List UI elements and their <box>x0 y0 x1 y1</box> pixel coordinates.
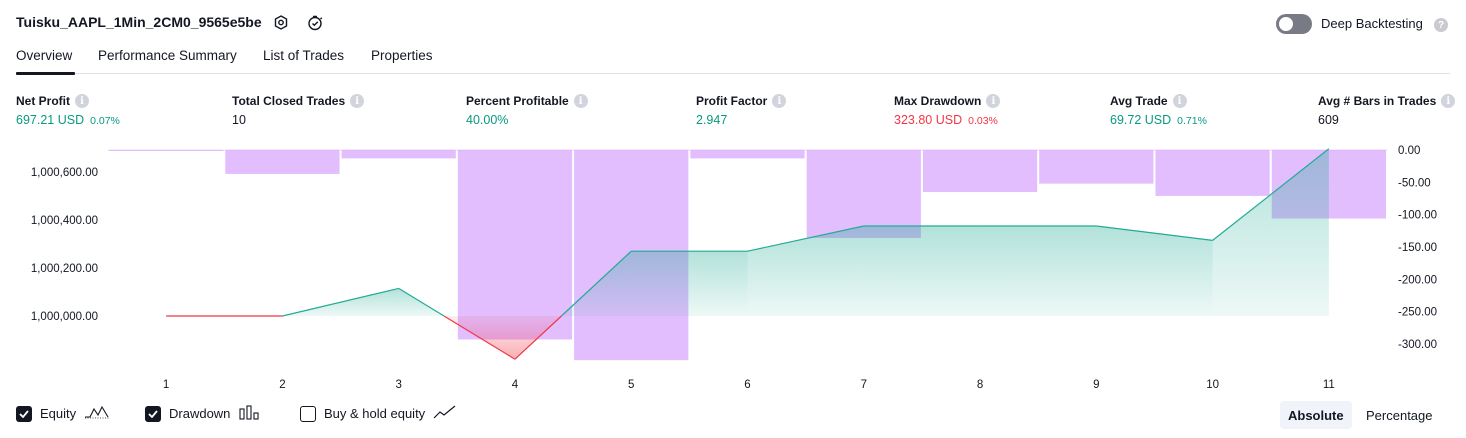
equity-area-positive <box>1096 226 1213 316</box>
strategy-title: Tuisku_AAPL_1Min_2CM0_9565e5be <box>16 14 262 30</box>
info-icon[interactable]: i <box>772 94 787 108</box>
equity-line-segment <box>747 225 864 252</box>
equity-line-segment <box>514 315 562 360</box>
left-axis-tick-label: 1,000,000.00 <box>31 311 98 323</box>
drawdown-bar <box>806 150 921 238</box>
metric-avg-trade-label: Avg Trade i <box>1110 94 1187 108</box>
metric-avg-bars-value: 609 <box>1318 113 1339 127</box>
equity-label: Equity <box>40 406 77 421</box>
help-icon[interactable]: ? <box>1434 18 1448 32</box>
equity-line-segment <box>561 250 632 317</box>
equity-area-positive <box>631 251 748 316</box>
x-axis-tick-label: 9 <box>1093 379 1099 391</box>
right-axis-tick-label: -200.00 <box>1398 274 1437 286</box>
x-axis-tick-label: 3 <box>395 379 401 391</box>
drawdown-bar <box>341 150 456 159</box>
x-axis-tick-label: 1 <box>163 379 169 391</box>
x-axis-tick-label: 2 <box>279 379 285 391</box>
right-axis-tick-label: -250.00 <box>1398 307 1437 319</box>
x-axis-tick-label: 8 <box>977 379 983 391</box>
drawdown-bar <box>690 150 805 159</box>
buy-hold-line-icon <box>433 404 457 423</box>
left-axis-tick-label: 1,000,200.00 <box>31 263 98 275</box>
equity-area-positive <box>980 226 1097 316</box>
drawdown-bar <box>109 150 224 151</box>
right-axis-tick-label: -300.00 <box>1398 339 1437 351</box>
metric-max-drawdown-label: Max Drawdown i <box>894 94 1001 108</box>
metric-avg-trade-value: 69.72 USD 0.71% <box>1110 113 1207 127</box>
metric-net-profit-value: 697.21 USD 0.07% <box>16 113 120 127</box>
drawdown-bar <box>225 150 340 174</box>
x-axis-tick-label: 4 <box>512 379 519 391</box>
x-axis-tick-label: 7 <box>861 379 867 391</box>
metric-max-drawdown-value: 323.80 USD 0.03% <box>894 113 998 127</box>
info-icon[interactable]: i <box>573 94 588 108</box>
drawdown-bar <box>457 150 573 340</box>
legend-equity[interactable]: Equity <box>16 404 110 423</box>
metric-net-profit-label: Net Profit i <box>16 94 89 108</box>
metric-percent-profitable-label: Percent Profitable i <box>466 94 588 108</box>
equity-line-segment <box>398 287 445 317</box>
drawdown-bar <box>1039 150 1154 184</box>
equity-line-segment <box>282 287 399 317</box>
metric-total-closed-trades-label: Total Closed Trades i <box>232 94 365 108</box>
tab-performance-summary[interactable]: Performance Summary <box>98 48 237 63</box>
equity-area-positive <box>1212 148 1329 316</box>
tab-list-of-trades[interactable]: List of Trades <box>263 48 345 63</box>
deep-backtesting-toggle[interactable] <box>1276 14 1312 34</box>
tabs-divider <box>16 73 1450 74</box>
x-axis-tick-label: 6 <box>744 379 750 391</box>
drawdown-checkbox[interactable] <box>145 405 161 422</box>
percentage-button[interactable]: Percentage <box>1366 407 1433 423</box>
buy-hold-label: Buy & hold equity <box>324 406 426 421</box>
deep-backtesting-label: Deep Backtesting <box>1321 16 1423 31</box>
metric-avg-bars-label: Avg # Bars in Trades i <box>1318 94 1456 108</box>
info-icon[interactable]: i <box>1172 94 1187 108</box>
legend-buy-hold[interactable]: Buy & hold equity <box>300 404 457 423</box>
right-axis-tick-label: -100.00 <box>1398 210 1437 222</box>
buy-hold-checkbox[interactable] <box>300 405 316 422</box>
equity-line-icon <box>84 404 110 423</box>
info-icon[interactable]: i <box>75 94 89 108</box>
x-axis-tick-label: 11 <box>1323 379 1335 391</box>
settings-gear-icon[interactable] <box>270 12 292 34</box>
drawdown-bar <box>1155 150 1270 196</box>
equity-line-segment <box>1096 225 1213 241</box>
tab-overview[interactable]: Overview <box>16 48 73 63</box>
legend-drawdown[interactable]: Drawdown <box>145 404 260 423</box>
equity-area-positive <box>747 226 864 316</box>
active-tab-indicator <box>16 72 75 75</box>
left-axis-tick-label: 1,000,400.00 <box>31 215 98 227</box>
absolute-button[interactable]: Absolute <box>1280 401 1352 429</box>
drawdown-bars-icon <box>238 404 260 423</box>
metric-profit-factor-value: 2.947 <box>696 113 728 127</box>
right-axis-tick-label: -150.00 <box>1398 242 1437 254</box>
equity-line-segment <box>1212 148 1330 241</box>
metric-profit-factor-label: Profit Factor i <box>696 94 787 108</box>
info-icon[interactable]: i <box>1441 94 1456 108</box>
drawdown-bar <box>922 150 1038 193</box>
metric-total-closed-trades-value: 10 <box>232 113 246 127</box>
x-axis-tick-label: 5 <box>628 379 634 391</box>
drawdown-label: Drawdown <box>169 406 231 421</box>
equity-area-positive <box>863 226 981 316</box>
right-axis-tick-label: 0.00 <box>1398 145 1420 157</box>
equity-line-segment <box>443 315 516 360</box>
x-axis-tick-label: 10 <box>1206 379 1219 391</box>
source-code-icon[interactable] <box>304 12 326 34</box>
metric-percent-profitable-value: 40.00% <box>466 113 509 127</box>
equity-checkbox[interactable] <box>16 405 32 422</box>
info-icon[interactable]: i <box>986 94 1001 108</box>
tab-properties[interactable]: Properties <box>371 48 433 63</box>
left-axis-tick-label: 1,000,600.00 <box>31 167 98 179</box>
right-axis-tick-label: -50.00 <box>1398 177 1431 189</box>
info-icon[interactable]: i <box>350 94 365 108</box>
